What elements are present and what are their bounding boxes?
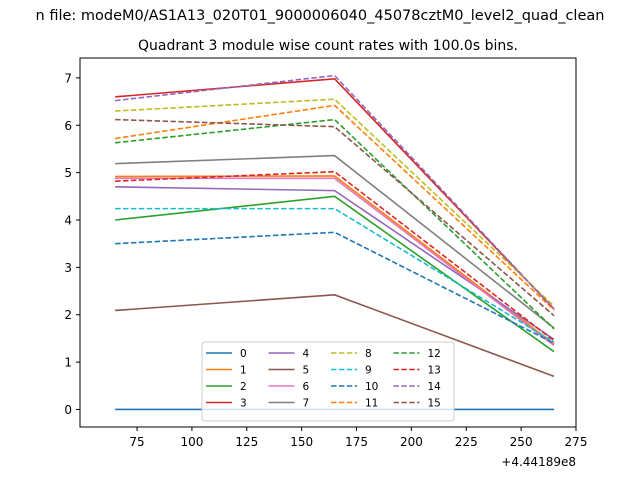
x-tick-label: 200: [400, 435, 423, 449]
x-tick-label: 150: [290, 435, 313, 449]
legend-label-13: 13: [428, 365, 441, 377]
series-line-6: [115, 177, 555, 347]
plot-area-frame: [79, 57, 577, 428]
legend-label-11: 11: [365, 398, 378, 410]
y-tick-label: 6: [64, 119, 72, 133]
y-axis: 0 1 2 3 4 5 6 7: [64, 71, 80, 417]
x-tick-label: 250: [510, 435, 533, 449]
series-line-1: [115, 175, 555, 345]
series-line-5: [115, 294, 555, 378]
legend-label-8: 8: [365, 348, 372, 360]
y-tick-label: 2: [64, 308, 72, 322]
chart-title: Quadrant 3 module wise count rates with …: [138, 38, 518, 54]
series-line-8: [115, 98, 555, 307]
y-tick-label: 3: [64, 261, 72, 275]
series-line-10: [115, 231, 555, 344]
x-tick-label: 125: [235, 435, 258, 449]
series-line-9: [115, 207, 555, 343]
legend-label-4: 4: [303, 348, 310, 360]
x-tick-label: 175: [345, 435, 368, 449]
x-axis: 75 100 125 150 175 200 225 250 275: [129, 427, 587, 449]
series-lines: [114, 74, 555, 411]
series-line-14: [115, 74, 555, 310]
y-tick-label: 5: [64, 166, 72, 180]
legend-label-0: 0: [240, 348, 247, 360]
series-line-4: [115, 186, 555, 341]
y-tick-label: 0: [64, 403, 72, 417]
y-tick-label: 7: [64, 71, 72, 85]
y-tick-label: 4: [64, 214, 72, 228]
series-line-15: [115, 118, 555, 317]
x-tick-label: 225: [455, 435, 478, 449]
series-line-12: [115, 118, 555, 330]
series-line-13: [115, 170, 555, 342]
legend-label-14: 14: [428, 381, 442, 393]
legend-label-6: 6: [303, 381, 310, 393]
legend-box: [201, 341, 455, 422]
legend-label-2: 2: [240, 381, 247, 393]
x-axis-offset-text: +4.44189e8: [501, 455, 576, 469]
x-tick-label: 100: [180, 435, 203, 449]
legend-label-15: 15: [428, 398, 441, 410]
series-line-7: [115, 154, 555, 329]
y-tick-label: 1: [64, 356, 72, 370]
legend-label-10: 10: [365, 381, 378, 393]
series-line-11: [114, 104, 555, 311]
legend-label-7: 7: [303, 398, 310, 410]
legend-label-3: 3: [240, 398, 247, 410]
series-line-3: [115, 78, 555, 310]
x-tick-label: 75: [129, 435, 144, 449]
series-line-2: [115, 195, 555, 353]
figure-suptitle: n file: modeM0/AS1A13_020T01_9000006040_…: [36, 8, 605, 24]
legend-label-5: 5: [303, 365, 310, 377]
x-tick-label: 275: [565, 435, 588, 449]
legend-label-12: 12: [428, 348, 441, 360]
legend-label-9: 9: [365, 365, 372, 377]
legend-label-1: 1: [240, 365, 247, 377]
